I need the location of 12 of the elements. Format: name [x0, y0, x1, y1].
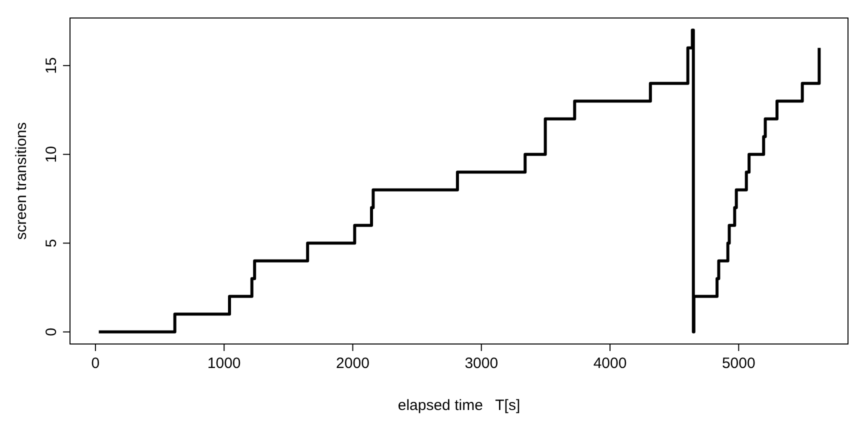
- y-tick-label: 0: [43, 328, 60, 336]
- x-tick-label: 3000: [464, 355, 498, 372]
- x-tick-label: 5000: [722, 355, 756, 372]
- x-tick-label: 2000: [336, 355, 370, 372]
- x-tick-label: 0: [91, 355, 100, 372]
- x-tick-label: 1000: [207, 355, 241, 372]
- y-tick-label: 5: [43, 238, 60, 248]
- y-axis-title: screen transitions: [13, 122, 30, 240]
- x-tick-label: 4000: [593, 355, 627, 372]
- x-axis-title: elapsed time T[s]: [398, 397, 520, 414]
- y-tick-label: 15: [43, 57, 60, 74]
- y-tick-label: 10: [43, 146, 60, 163]
